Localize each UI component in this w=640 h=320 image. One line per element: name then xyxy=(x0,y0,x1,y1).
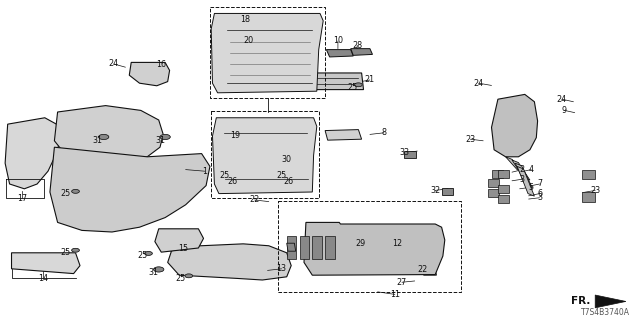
Text: 4: 4 xyxy=(529,165,534,174)
Text: 11: 11 xyxy=(390,290,400,299)
Text: 8: 8 xyxy=(381,128,387,137)
Polygon shape xyxy=(512,160,530,180)
Text: 20: 20 xyxy=(243,36,253,45)
Polygon shape xyxy=(582,192,595,202)
Text: T7S4B3740A: T7S4B3740A xyxy=(581,308,630,317)
Text: 9: 9 xyxy=(562,106,567,115)
Polygon shape xyxy=(595,295,626,308)
Text: 23: 23 xyxy=(590,186,600,195)
Text: 6: 6 xyxy=(537,189,542,198)
Polygon shape xyxy=(287,236,296,259)
Text: 10: 10 xyxy=(333,36,343,45)
Polygon shape xyxy=(212,118,317,194)
Text: 18: 18 xyxy=(240,15,250,24)
Text: 25: 25 xyxy=(137,251,147,260)
Text: 3: 3 xyxy=(520,175,525,184)
Text: 29: 29 xyxy=(355,239,365,248)
Polygon shape xyxy=(488,179,499,187)
Circle shape xyxy=(185,274,193,278)
Text: 25: 25 xyxy=(61,189,71,198)
Polygon shape xyxy=(498,185,509,193)
Polygon shape xyxy=(287,243,296,251)
Text: 5: 5 xyxy=(529,183,534,192)
Text: 12: 12 xyxy=(392,239,402,248)
Text: 25: 25 xyxy=(219,171,229,180)
Text: 32: 32 xyxy=(430,186,440,195)
Text: 25: 25 xyxy=(61,248,71,257)
Polygon shape xyxy=(515,163,532,188)
Text: 22: 22 xyxy=(417,265,428,274)
Circle shape xyxy=(355,83,362,87)
Polygon shape xyxy=(211,13,323,93)
Polygon shape xyxy=(168,244,291,280)
Polygon shape xyxy=(488,189,499,197)
Circle shape xyxy=(228,172,236,175)
Text: 22: 22 xyxy=(250,196,260,204)
Text: 24: 24 xyxy=(557,95,567,104)
Polygon shape xyxy=(300,73,364,90)
Text: 25: 25 xyxy=(347,83,357,92)
Polygon shape xyxy=(312,236,322,259)
Text: 14: 14 xyxy=(38,274,49,283)
Text: 3: 3 xyxy=(537,193,542,202)
Polygon shape xyxy=(12,253,80,274)
Polygon shape xyxy=(300,236,309,259)
Polygon shape xyxy=(498,170,509,178)
Text: 26: 26 xyxy=(227,177,237,186)
Text: 28: 28 xyxy=(352,41,362,50)
Text: 1: 1 xyxy=(202,167,207,176)
Polygon shape xyxy=(54,106,163,163)
Circle shape xyxy=(72,189,79,193)
Text: 24: 24 xyxy=(109,60,119,68)
Circle shape xyxy=(145,252,152,255)
Text: 23: 23 xyxy=(465,135,476,144)
Polygon shape xyxy=(351,49,372,55)
Polygon shape xyxy=(498,195,509,203)
Polygon shape xyxy=(325,130,362,140)
Circle shape xyxy=(285,172,293,175)
Text: 17: 17 xyxy=(17,194,28,203)
Polygon shape xyxy=(404,151,416,158)
Polygon shape xyxy=(287,156,301,163)
Circle shape xyxy=(154,267,164,272)
Text: 33: 33 xyxy=(399,148,410,157)
Text: 13: 13 xyxy=(276,264,287,273)
Polygon shape xyxy=(242,47,253,56)
Polygon shape xyxy=(50,147,210,232)
Text: 31: 31 xyxy=(92,136,102,145)
Polygon shape xyxy=(582,170,595,179)
Polygon shape xyxy=(5,118,61,189)
Polygon shape xyxy=(442,188,453,195)
Polygon shape xyxy=(326,50,353,57)
Circle shape xyxy=(99,134,109,140)
Text: 25: 25 xyxy=(276,171,287,180)
Text: 7: 7 xyxy=(537,180,542,188)
Text: FR.: FR. xyxy=(571,296,590,307)
Polygon shape xyxy=(492,94,538,157)
Text: 26: 26 xyxy=(283,177,293,186)
Polygon shape xyxy=(155,229,204,252)
Text: 16: 16 xyxy=(156,60,166,69)
Text: 31: 31 xyxy=(155,136,165,145)
Text: 30: 30 xyxy=(281,155,291,164)
Polygon shape xyxy=(506,157,524,172)
Polygon shape xyxy=(325,236,335,259)
Polygon shape xyxy=(422,269,436,275)
Text: 31: 31 xyxy=(148,268,159,277)
Text: 27: 27 xyxy=(397,278,407,287)
Circle shape xyxy=(160,134,170,140)
Polygon shape xyxy=(517,166,534,196)
Text: 2: 2 xyxy=(520,165,525,174)
Polygon shape xyxy=(492,170,503,178)
Text: 19: 19 xyxy=(230,132,241,140)
Text: 21: 21 xyxy=(365,76,375,84)
Polygon shape xyxy=(304,222,445,275)
Text: 15: 15 xyxy=(179,244,189,253)
Circle shape xyxy=(72,248,79,252)
Text: 24: 24 xyxy=(474,79,484,88)
Text: 25: 25 xyxy=(175,274,186,283)
Polygon shape xyxy=(129,62,170,86)
